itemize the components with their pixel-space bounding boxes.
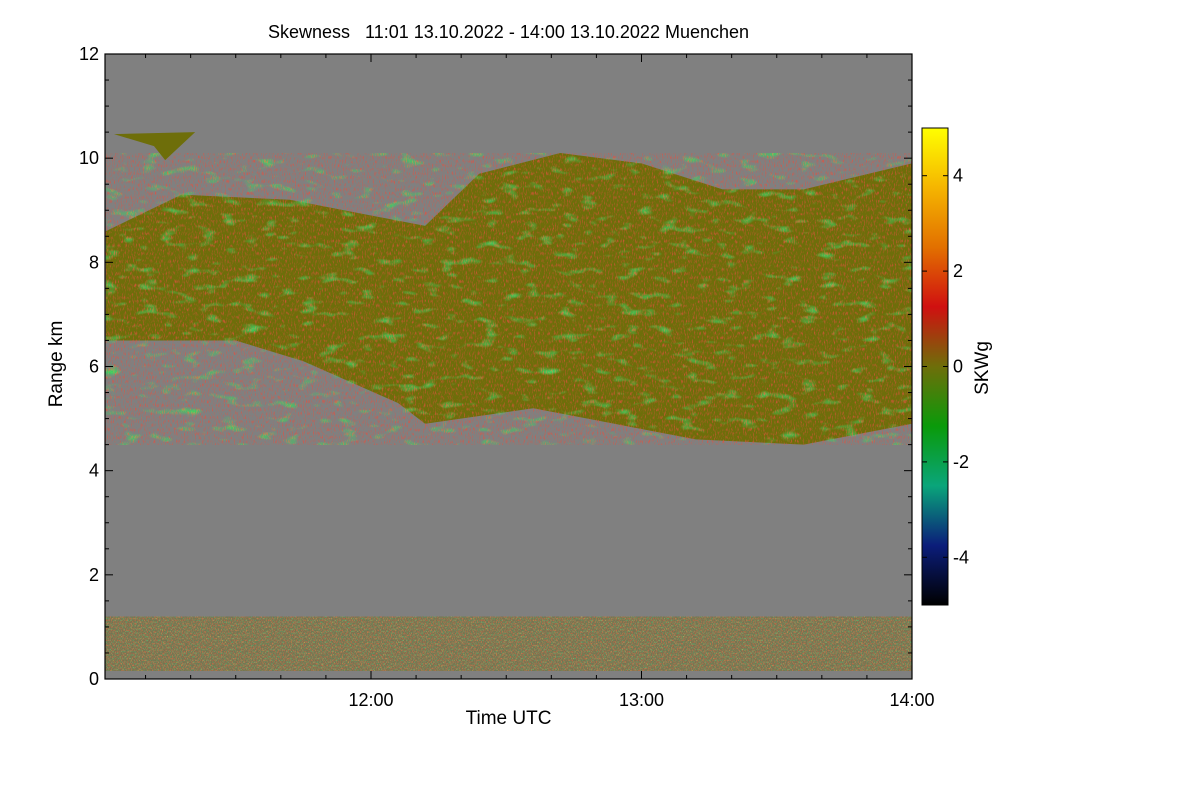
x-axis-label: Time UTC <box>465 708 552 729</box>
y-tick-label: 8 <box>89 252 99 272</box>
y-axis: 0 2 4 6 8 10 12 <box>79 44 912 689</box>
colorbar-tick-label: 2 <box>953 261 963 281</box>
y-tick-label: 0 <box>89 669 99 689</box>
echo-layer <box>105 132 912 671</box>
colorbar-tick-label: -4 <box>953 547 969 567</box>
x-tick-label: 14:00 <box>889 690 934 710</box>
colorbar-tick-label: 4 <box>953 166 963 186</box>
plot-area <box>105 54 912 679</box>
cloud-texture <box>105 153 912 445</box>
y-tick-label: 12 <box>79 44 99 64</box>
y-tick-label: 2 <box>89 565 99 585</box>
boundary-layer-texture <box>105 616 912 671</box>
colorbar-tick-label: -2 <box>953 452 969 472</box>
x-axis: 12:00 13:00 14:00 <box>145 54 935 710</box>
upper-cloud-fragment <box>114 132 196 161</box>
y-tick-label: 10 <box>79 148 99 168</box>
x-tick-label: 12:00 <box>348 690 393 710</box>
colorbar-ticks: -4 -2 0 2 4 <box>922 166 969 567</box>
chart-title: Skewness 11:01 13.10.2022 - 14:00 13.10.… <box>267 22 750 42</box>
x-tick-label: 13:00 <box>619 690 664 710</box>
colorbar: -4 -2 0 2 4 <box>921 127 969 606</box>
y-tick-label: 4 <box>89 461 99 481</box>
colorbar-tick-label: 0 <box>953 357 963 377</box>
y-tick-label: 6 <box>89 357 99 377</box>
